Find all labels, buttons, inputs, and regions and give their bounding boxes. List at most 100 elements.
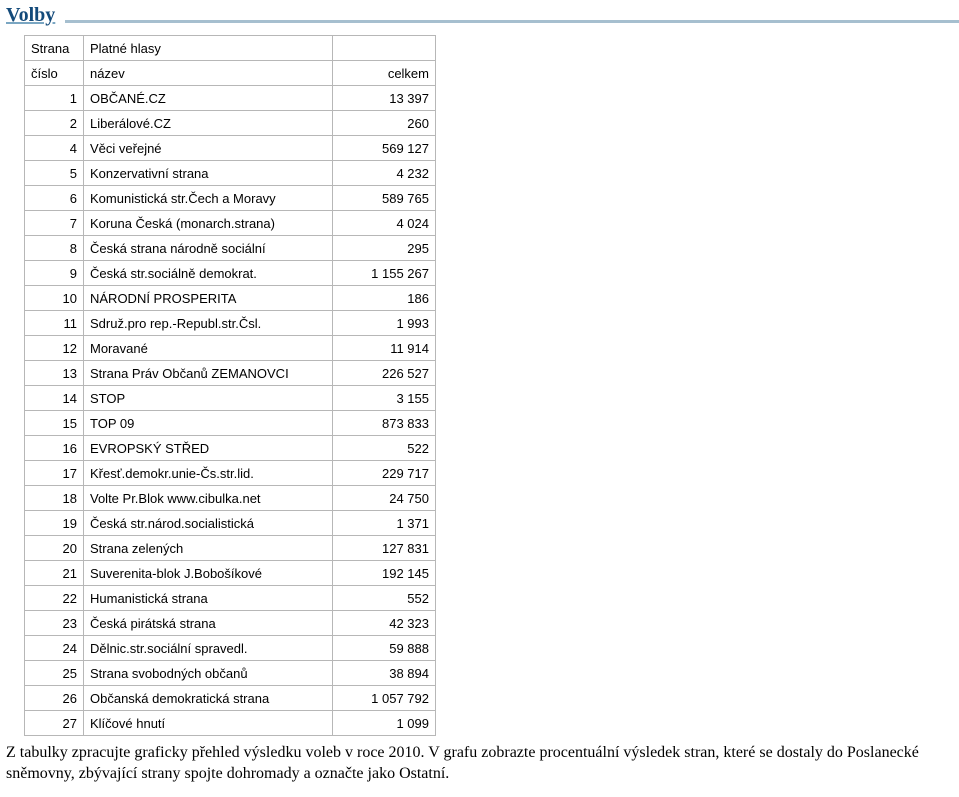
table-row: 19Česká str.národ.socialistická1 371	[25, 511, 436, 536]
votes-table: Strana Platné hlasy číslo název celkem 1…	[24, 35, 436, 736]
table-row: 18Volte Pr.Blok www.cibulka.net24 750	[25, 486, 436, 511]
row-number: 27	[25, 711, 84, 736]
row-name: Humanistická strana	[84, 586, 333, 611]
row-name: STOP	[84, 386, 333, 411]
header-celkem: celkem	[333, 61, 436, 86]
table-row: 17Křesť.demokr.unie-Čs.str.lid.229 717	[25, 461, 436, 486]
table-row: 5Konzervativní strana4 232	[25, 161, 436, 186]
table-row: 15TOP 09873 833	[25, 411, 436, 436]
section-heading: Volby	[0, 0, 959, 29]
row-value: 4 024	[333, 211, 436, 236]
row-name: Suverenita-blok J.Bobošíkové	[84, 561, 333, 586]
row-name: Komunistická str.Čech a Moravy	[84, 186, 333, 211]
row-name: Česká pirátská strana	[84, 611, 333, 636]
heading-rule	[65, 19, 959, 23]
row-name: Česká strana národně sociální	[84, 236, 333, 261]
row-number: 6	[25, 186, 84, 211]
row-name: Volte Pr.Blok www.cibulka.net	[84, 486, 333, 511]
table-row: 10NÁRODNÍ PROSPERITA186	[25, 286, 436, 311]
row-name: Koruna Česká (monarch.strana)	[84, 211, 333, 236]
row-value: 127 831	[333, 536, 436, 561]
row-number: 2	[25, 111, 84, 136]
table-row: 12Moravané11 914	[25, 336, 436, 361]
row-value: 522	[333, 436, 436, 461]
row-value: 589 765	[333, 186, 436, 211]
table-row: 16EVROPSKÝ STŘED522	[25, 436, 436, 461]
header-platne-hlasy: Platné hlasy	[84, 36, 333, 61]
row-number: 19	[25, 511, 84, 536]
table-row: 9Česká str.sociálně demokrat.1 155 267	[25, 261, 436, 286]
row-number: 21	[25, 561, 84, 586]
row-name: Moravané	[84, 336, 333, 361]
table-row: 1OBČANÉ.CZ13 397	[25, 86, 436, 111]
table-row: 11Sdruž.pro rep.-Republ.str.Čsl.1 993	[25, 311, 436, 336]
row-name: EVROPSKÝ STŘED	[84, 436, 333, 461]
row-number: 25	[25, 661, 84, 686]
table-row: 14STOP3 155	[25, 386, 436, 411]
row-value: 1 371	[333, 511, 436, 536]
row-value: 192 145	[333, 561, 436, 586]
row-value: 13 397	[333, 86, 436, 111]
row-name: Strana svobodných občanů	[84, 661, 333, 686]
row-name: Strana zelených	[84, 536, 333, 561]
row-value: 1 155 267	[333, 261, 436, 286]
row-value: 260	[333, 111, 436, 136]
row-value: 295	[333, 236, 436, 261]
table-row: 6Komunistická str.Čech a Moravy589 765	[25, 186, 436, 211]
row-value: 11 914	[333, 336, 436, 361]
row-name: TOP 09	[84, 411, 333, 436]
row-number: 7	[25, 211, 84, 236]
header-strana: Strana	[25, 36, 84, 61]
row-number: 11	[25, 311, 84, 336]
table-header-row-2: číslo název celkem	[25, 61, 436, 86]
row-name: Dělnic.str.sociální spravedl.	[84, 636, 333, 661]
row-name: NÁRODNÍ PROSPERITA	[84, 286, 333, 311]
table-row: 27Klíčové hnutí1 099	[25, 711, 436, 736]
task-text: Z tabulky zpracujte graficky přehled výs…	[0, 739, 959, 785]
row-name: Konzervativní strana	[84, 161, 333, 186]
table-row: 23Česká pirátská strana42 323	[25, 611, 436, 636]
row-number: 17	[25, 461, 84, 486]
header-cislo: číslo	[25, 61, 84, 86]
row-value: 1 099	[333, 711, 436, 736]
table-row: 2Liberálové.CZ260	[25, 111, 436, 136]
row-name: Věci veřejné	[84, 136, 333, 161]
row-value: 4 232	[333, 161, 436, 186]
row-name: Česká str.národ.socialistická	[84, 511, 333, 536]
row-name: OBČANÉ.CZ	[84, 86, 333, 111]
row-value: 59 888	[333, 636, 436, 661]
row-name: Křesť.demokr.unie-Čs.str.lid.	[84, 461, 333, 486]
row-number: 4	[25, 136, 84, 161]
row-number: 9	[25, 261, 84, 286]
row-name: Sdruž.pro rep.-Republ.str.Čsl.	[84, 311, 333, 336]
row-value: 226 527	[333, 361, 436, 386]
row-number: 16	[25, 436, 84, 461]
header-empty	[333, 36, 436, 61]
row-number: 15	[25, 411, 84, 436]
row-name: Liberálové.CZ	[84, 111, 333, 136]
table-row: 8Česká strana národně sociální295	[25, 236, 436, 261]
row-number: 12	[25, 336, 84, 361]
row-number: 23	[25, 611, 84, 636]
row-value: 42 323	[333, 611, 436, 636]
row-name: Strana Práv Občanů ZEMANOVCI	[84, 361, 333, 386]
row-value: 3 155	[333, 386, 436, 411]
row-value: 552	[333, 586, 436, 611]
row-number: 18	[25, 486, 84, 511]
row-number: 8	[25, 236, 84, 261]
header-nazev: název	[84, 61, 333, 86]
row-number: 20	[25, 536, 84, 561]
row-value: 873 833	[333, 411, 436, 436]
row-number: 22	[25, 586, 84, 611]
table-row: 7Koruna Česká (monarch.strana)4 024	[25, 211, 436, 236]
table-row: 24Dělnic.str.sociální spravedl.59 888	[25, 636, 436, 661]
row-number: 14	[25, 386, 84, 411]
table-row: 13Strana Práv Občanů ZEMANOVCI226 527	[25, 361, 436, 386]
row-value: 186	[333, 286, 436, 311]
table-row: 20Strana zelených127 831	[25, 536, 436, 561]
section-title: Volby	[0, 0, 61, 29]
table-row: 26Občanská demokratická strana1 057 792	[25, 686, 436, 711]
row-name: Občanská demokratická strana	[84, 686, 333, 711]
table-row: 25Strana svobodných občanů38 894	[25, 661, 436, 686]
row-value: 229 717	[333, 461, 436, 486]
